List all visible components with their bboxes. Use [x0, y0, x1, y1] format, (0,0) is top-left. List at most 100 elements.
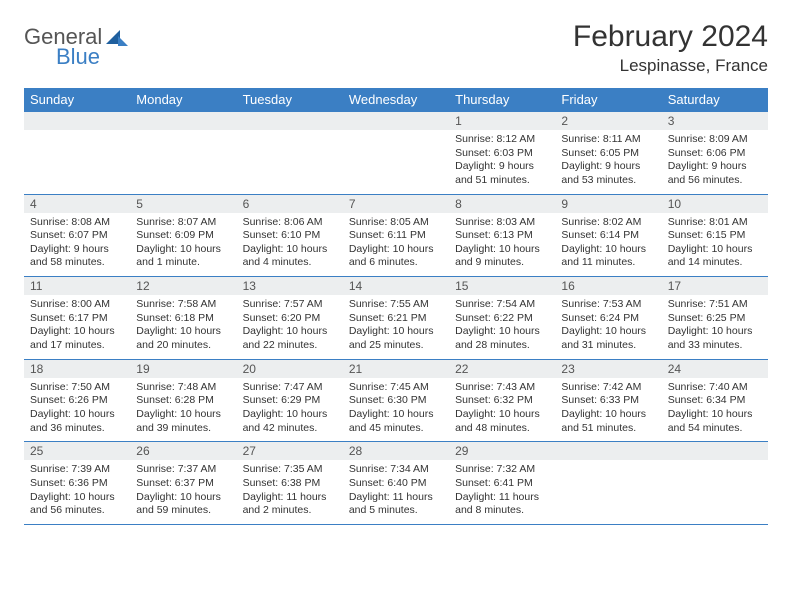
- calendar-day-cell: 1Sunrise: 8:12 AMSunset: 6:03 PMDaylight…: [449, 112, 555, 195]
- sunrise-text: Sunrise: 8:08 AM: [30, 216, 124, 230]
- calendar-day-cell: 4Sunrise: 8:08 AMSunset: 6:07 PMDaylight…: [24, 194, 130, 277]
- sunset-text: Sunset: 6:25 PM: [668, 312, 762, 326]
- day-number: [343, 112, 449, 130]
- day-number: 23: [555, 360, 661, 378]
- sunrise-text: Sunrise: 7:43 AM: [455, 381, 549, 395]
- day-number: 12: [130, 277, 236, 295]
- daylight-text: Daylight: 10 hours and 17 minutes.: [30, 325, 124, 352]
- daylight-text: Daylight: 10 hours and 48 minutes.: [455, 408, 549, 435]
- calendar-day-cell: 17Sunrise: 7:51 AMSunset: 6:25 PMDayligh…: [662, 277, 768, 360]
- day-content: Sunrise: 7:50 AMSunset: 6:26 PMDaylight:…: [24, 378, 130, 442]
- calendar-day-cell: 13Sunrise: 7:57 AMSunset: 6:20 PMDayligh…: [237, 277, 343, 360]
- day-number: 4: [24, 195, 130, 213]
- weekday-row: Sunday Monday Tuesday Wednesday Thursday…: [24, 88, 768, 112]
- day-content: Sunrise: 7:55 AMSunset: 6:21 PMDaylight:…: [343, 295, 449, 359]
- weekday-header: Wednesday: [343, 88, 449, 112]
- daylight-text: Daylight: 10 hours and 51 minutes.: [561, 408, 655, 435]
- calendar-week-row: 11Sunrise: 8:00 AMSunset: 6:17 PMDayligh…: [24, 277, 768, 360]
- calendar-day-cell: 29Sunrise: 7:32 AMSunset: 6:41 PMDayligh…: [449, 442, 555, 525]
- sunrise-text: Sunrise: 7:51 AM: [668, 298, 762, 312]
- day-number: 26: [130, 442, 236, 460]
- sunset-text: Sunset: 6:24 PM: [561, 312, 655, 326]
- calendar-day-cell: 15Sunrise: 7:54 AMSunset: 6:22 PMDayligh…: [449, 277, 555, 360]
- day-number: 8: [449, 195, 555, 213]
- calendar-day-cell: 5Sunrise: 8:07 AMSunset: 6:09 PMDaylight…: [130, 194, 236, 277]
- day-content: [662, 460, 768, 514]
- sunset-text: Sunset: 6:28 PM: [136, 394, 230, 408]
- daylight-text: Daylight: 10 hours and 1 minute.: [136, 243, 230, 270]
- daylight-text: Daylight: 10 hours and 42 minutes.: [243, 408, 337, 435]
- calendar-day-cell: 10Sunrise: 8:01 AMSunset: 6:15 PMDayligh…: [662, 194, 768, 277]
- day-number: [237, 112, 343, 130]
- calendar-day-cell: 21Sunrise: 7:45 AMSunset: 6:30 PMDayligh…: [343, 359, 449, 442]
- header: General February 2024 Lespinasse, France: [24, 20, 768, 76]
- daylight-text: Daylight: 9 hours and 56 minutes.: [668, 160, 762, 187]
- day-content: Sunrise: 7:51 AMSunset: 6:25 PMDaylight:…: [662, 295, 768, 359]
- sunset-text: Sunset: 6:03 PM: [455, 147, 549, 161]
- daylight-text: Daylight: 11 hours and 8 minutes.: [455, 491, 549, 518]
- daylight-text: Daylight: 11 hours and 5 minutes.: [349, 491, 443, 518]
- sunrise-text: Sunrise: 7:35 AM: [243, 463, 337, 477]
- daylight-text: Daylight: 10 hours and 20 minutes.: [136, 325, 230, 352]
- day-number: 18: [24, 360, 130, 378]
- day-content: Sunrise: 8:02 AMSunset: 6:14 PMDaylight:…: [555, 213, 661, 277]
- calendar-table: Sunday Monday Tuesday Wednesday Thursday…: [24, 88, 768, 525]
- sunset-text: Sunset: 6:10 PM: [243, 229, 337, 243]
- calendar-day-cell: [555, 442, 661, 525]
- sunset-text: Sunset: 6:30 PM: [349, 394, 443, 408]
- calendar-day-cell: 9Sunrise: 8:02 AMSunset: 6:14 PMDaylight…: [555, 194, 661, 277]
- calendar-day-cell: [24, 112, 130, 195]
- day-content: Sunrise: 7:40 AMSunset: 6:34 PMDaylight:…: [662, 378, 768, 442]
- weekday-header: Friday: [555, 88, 661, 112]
- day-number: 13: [237, 277, 343, 295]
- location: Lespinasse, France: [573, 56, 768, 76]
- sunset-text: Sunset: 6:21 PM: [349, 312, 443, 326]
- day-number: 3: [662, 112, 768, 130]
- day-number: 17: [662, 277, 768, 295]
- calendar-day-cell: 11Sunrise: 8:00 AMSunset: 6:17 PMDayligh…: [24, 277, 130, 360]
- calendar-day-cell: 20Sunrise: 7:47 AMSunset: 6:29 PMDayligh…: [237, 359, 343, 442]
- day-number: [555, 442, 661, 460]
- sunrise-text: Sunrise: 7:40 AM: [668, 381, 762, 395]
- sunset-text: Sunset: 6:13 PM: [455, 229, 549, 243]
- day-number: 15: [449, 277, 555, 295]
- sunset-text: Sunset: 6:26 PM: [30, 394, 124, 408]
- calendar-week-row: 4Sunrise: 8:08 AMSunset: 6:07 PMDaylight…: [24, 194, 768, 277]
- sunrise-text: Sunrise: 8:06 AM: [243, 216, 337, 230]
- calendar-day-cell: 7Sunrise: 8:05 AMSunset: 6:11 PMDaylight…: [343, 194, 449, 277]
- sunrise-text: Sunrise: 8:00 AM: [30, 298, 124, 312]
- calendar-day-cell: 23Sunrise: 7:42 AMSunset: 6:33 PMDayligh…: [555, 359, 661, 442]
- day-content: Sunrise: 7:43 AMSunset: 6:32 PMDaylight:…: [449, 378, 555, 442]
- day-number: 16: [555, 277, 661, 295]
- logo-sail2-icon: [118, 36, 128, 46]
- day-content: Sunrise: 7:58 AMSunset: 6:18 PMDaylight:…: [130, 295, 236, 359]
- day-number: 14: [343, 277, 449, 295]
- daylight-text: Daylight: 10 hours and 36 minutes.: [30, 408, 124, 435]
- calendar-week-row: 18Sunrise: 7:50 AMSunset: 6:26 PMDayligh…: [24, 359, 768, 442]
- sunset-text: Sunset: 6:37 PM: [136, 477, 230, 491]
- daylight-text: Daylight: 9 hours and 58 minutes.: [30, 243, 124, 270]
- sunset-text: Sunset: 6:41 PM: [455, 477, 549, 491]
- day-content: Sunrise: 7:57 AMSunset: 6:20 PMDaylight:…: [237, 295, 343, 359]
- day-content: Sunrise: 7:47 AMSunset: 6:29 PMDaylight:…: [237, 378, 343, 442]
- sunrise-text: Sunrise: 7:55 AM: [349, 298, 443, 312]
- calendar-week-row: 1Sunrise: 8:12 AMSunset: 6:03 PMDaylight…: [24, 112, 768, 195]
- day-number: 9: [555, 195, 661, 213]
- calendar-day-cell: [130, 112, 236, 195]
- daylight-text: Daylight: 10 hours and 25 minutes.: [349, 325, 443, 352]
- daylight-text: Daylight: 9 hours and 53 minutes.: [561, 160, 655, 187]
- sunrise-text: Sunrise: 8:02 AM: [561, 216, 655, 230]
- day-content: Sunrise: 8:11 AMSunset: 6:05 PMDaylight:…: [555, 130, 661, 194]
- sunset-text: Sunset: 6:36 PM: [30, 477, 124, 491]
- daylight-text: Daylight: 9 hours and 51 minutes.: [455, 160, 549, 187]
- sunrise-text: Sunrise: 7:32 AM: [455, 463, 549, 477]
- day-content: Sunrise: 8:00 AMSunset: 6:17 PMDaylight:…: [24, 295, 130, 359]
- weekday-header: Saturday: [662, 88, 768, 112]
- daylight-text: Daylight: 10 hours and 4 minutes.: [243, 243, 337, 270]
- day-content: Sunrise: 7:54 AMSunset: 6:22 PMDaylight:…: [449, 295, 555, 359]
- calendar-day-cell: [662, 442, 768, 525]
- day-number: 1: [449, 112, 555, 130]
- sunrise-text: Sunrise: 8:01 AM: [668, 216, 762, 230]
- day-number: 21: [343, 360, 449, 378]
- sunrise-text: Sunrise: 7:39 AM: [30, 463, 124, 477]
